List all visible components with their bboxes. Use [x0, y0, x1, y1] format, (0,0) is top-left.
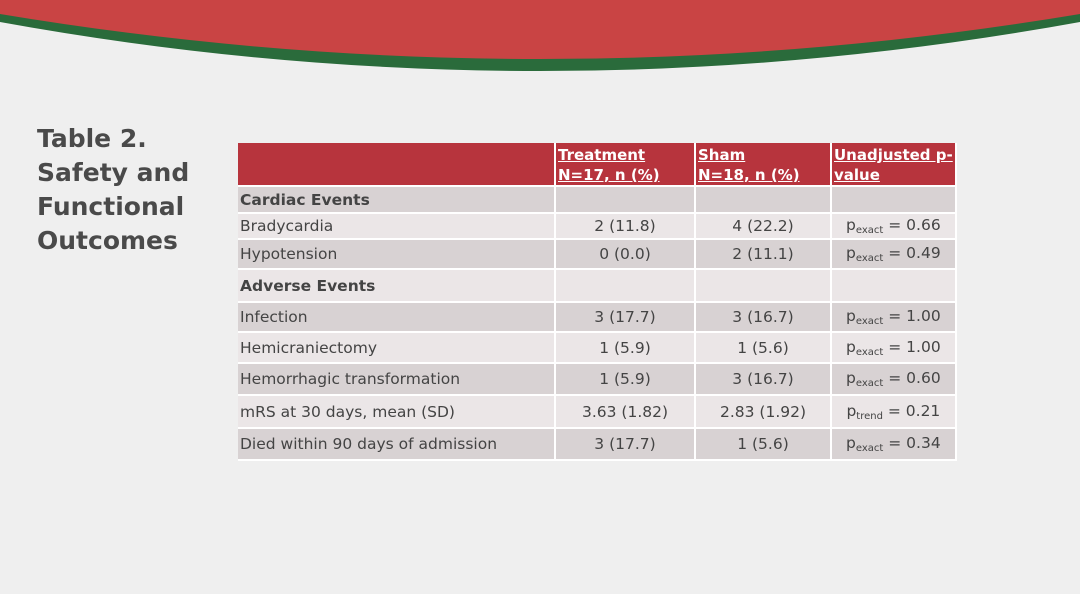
p-value-cell — [832, 270, 957, 303]
p-value: = 1.00 — [883, 307, 941, 325]
p-value-cell — [832, 187, 957, 214]
p-value: = 1.00 — [883, 337, 941, 356]
treatment-cell: 3 (17.7) — [556, 303, 696, 333]
p-value: = 0.21 — [882, 401, 941, 420]
sham-cell: 3 (16.7) — [696, 364, 832, 396]
title-line: Outcomes — [37, 226, 178, 255]
table-row: Hemorrhagic transformation 1 (5.9) 3 (16.7… — [238, 364, 957, 396]
header-blank — [238, 143, 556, 187]
header-treatment: Treatment N=17, n (%) — [556, 143, 696, 187]
header-line: N=17, n (%) — [558, 166, 660, 184]
p-value-cell: pexact = 1.00 — [832, 303, 957, 333]
p-value: = 0.66 — [883, 216, 941, 234]
p-value-cell: pexact = 0.60 — [832, 364, 957, 396]
title-line: Functional — [37, 192, 185, 221]
table-row: Infection 3 (17.7) 3 (16.7) pexact = 1.00 — [238, 303, 957, 333]
row-label: mRS at 30 days, mean (SD) — [238, 396, 556, 429]
treatment-cell: 1 (5.9) — [556, 364, 696, 396]
p-value: = 0.34 — [883, 434, 941, 452]
sham-cell: 3 (16.7) — [696, 303, 832, 333]
row-label: Hemicraniectomy — [238, 333, 556, 364]
row-label: Hypotension — [238, 240, 556, 270]
p-subscript: exact — [855, 346, 884, 358]
treatment-cell: 3 (17.7) — [556, 429, 696, 461]
p-symbol: p — [846, 244, 856, 262]
title-line: Safety and — [37, 158, 190, 187]
p-subscript: exact — [855, 443, 884, 454]
treatment-cell: 3.63 (1.82) — [556, 396, 696, 429]
treatment-cell: 1 (5.9) — [556, 333, 696, 364]
table-row: mRS at 30 days, mean (SD) 3.63 (1.82) 2.83… — [238, 396, 957, 429]
p-value-cell: pexact = 0.49 — [832, 240, 957, 270]
banner-red-band — [0, 0, 1080, 59]
p-subscript: exact — [855, 378, 884, 389]
treatment-cell: 2 (11.8) — [556, 214, 696, 240]
header-line: Unadjusted p- — [834, 146, 953, 164]
table-row: Hemicraniectomy 1 (5.9) 1 (5.6) pexact = 1.… — [238, 333, 957, 364]
header-line: N=18, n (%) — [698, 166, 800, 184]
row-label: Died within 90 days of admission — [238, 429, 556, 461]
section-label: Adverse Events — [238, 270, 556, 303]
header-banner — [0, 0, 1080, 71]
header-line: value — [834, 166, 880, 184]
header-line: Sham — [698, 146, 746, 164]
section-label: Cardiac Events — [238, 187, 556, 214]
row-label: Hemorrhagic transformation — [238, 364, 556, 396]
treatment-cell — [556, 187, 696, 214]
header-p-value: Unadjusted p- value — [832, 143, 957, 187]
sham-cell — [696, 187, 832, 214]
table-row: Adverse Events — [238, 270, 957, 303]
header-sham: Sham N=18, n (%) — [696, 143, 832, 187]
row-label: Infection — [238, 303, 556, 333]
table-row: Died within 90 days of admission 3 (17.7)… — [238, 429, 957, 461]
table-row: Hypotension 0 (0.0) 2 (11.1) pexact = 0.49 — [238, 240, 957, 270]
sham-cell: 1 (5.6) — [696, 333, 832, 364]
header-line: Treatment — [558, 146, 646, 164]
p-symbol: p — [846, 337, 856, 356]
p-value: = 0.60 — [883, 369, 941, 387]
p-subscript: exact — [855, 316, 884, 327]
p-value: = 0.49 — [883, 244, 941, 262]
sham-cell: 4 (22.2) — [696, 214, 832, 240]
table-row: Cardiac Events — [238, 187, 957, 214]
table-row: Bradycardia 2 (11.8) 4 (22.2) pexact = 0.66 — [238, 214, 957, 240]
sham-cell: 2.83 (1.92) — [696, 396, 832, 429]
title-line: Table 2. — [37, 124, 147, 153]
p-value-cell: pexact = 0.34 — [832, 429, 957, 461]
slide-title: Table 2. Safety and Functional Outcomes — [37, 122, 217, 258]
outcomes-table: Treatment N=17, n (%) Sham N=18, n (%) U… — [238, 143, 957, 461]
p-subscript: exact — [855, 253, 884, 264]
p-symbol: p — [846, 401, 857, 420]
p-subscript: trend — [856, 410, 883, 422]
sham-cell: 2 (11.1) — [696, 240, 832, 270]
row-label: Bradycardia — [238, 214, 556, 240]
p-value-cell: pexact = 1.00 — [832, 333, 957, 364]
p-symbol: p — [846, 434, 856, 452]
sham-cell: 1 (5.6) — [696, 429, 832, 461]
p-symbol: p — [846, 307, 856, 325]
sham-cell — [696, 270, 832, 303]
p-subscript: exact — [855, 225, 884, 236]
treatment-cell: 0 (0.0) — [556, 240, 696, 270]
p-value-cell: ptrend = 0.21 — [832, 396, 957, 429]
p-symbol: p — [846, 369, 856, 387]
table-header-row: Treatment N=17, n (%) Sham N=18, n (%) U… — [238, 143, 957, 187]
p-symbol: p — [846, 216, 856, 234]
p-value-cell: pexact = 0.66 — [832, 214, 957, 240]
treatment-cell — [556, 270, 696, 303]
